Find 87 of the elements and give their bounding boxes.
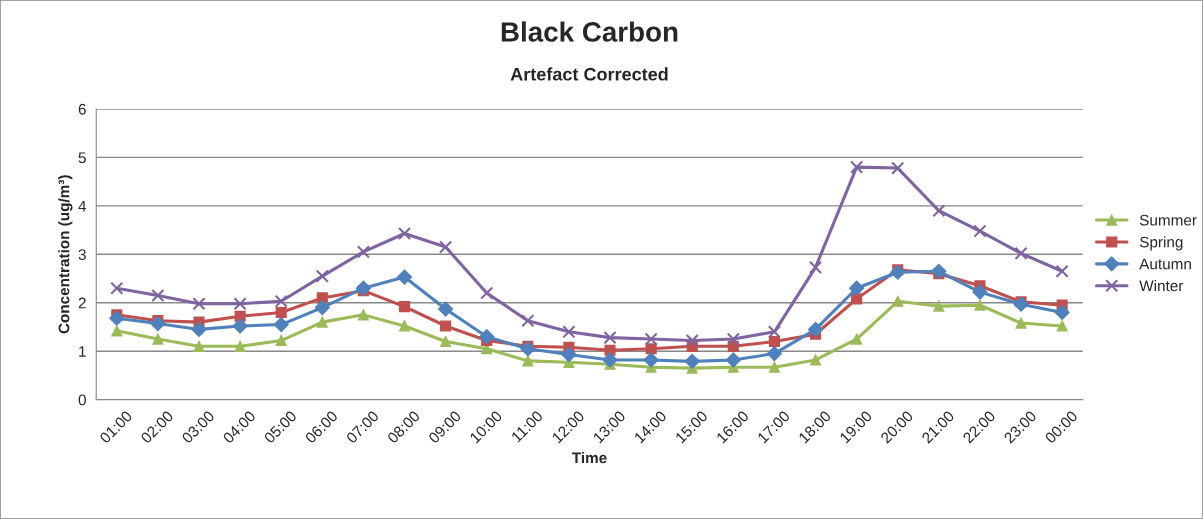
point bbox=[192, 297, 206, 311]
y-tick-label: 2 bbox=[78, 297, 86, 309]
point bbox=[273, 316, 289, 333]
point bbox=[521, 314, 535, 328]
point bbox=[807, 321, 824, 337]
y-tick-label: 4 bbox=[78, 200, 87, 212]
point bbox=[357, 309, 369, 321]
point bbox=[109, 310, 125, 326]
point bbox=[398, 301, 411, 313]
y-tick-label: 6 bbox=[78, 103, 86, 115]
point bbox=[356, 245, 370, 259]
point bbox=[440, 335, 452, 348]
point bbox=[602, 352, 618, 368]
legend-label: Spring bbox=[1139, 236, 1183, 251]
point bbox=[604, 344, 616, 356]
point bbox=[232, 318, 248, 334]
legend-label: Autumn bbox=[1139, 258, 1191, 270]
point bbox=[316, 292, 328, 304]
point bbox=[1055, 264, 1069, 278]
point bbox=[851, 333, 863, 345]
point bbox=[440, 320, 452, 332]
point bbox=[766, 346, 783, 362]
point bbox=[233, 297, 247, 311]
point bbox=[110, 281, 124, 295]
point bbox=[643, 352, 659, 368]
legend-label: Winter bbox=[1139, 280, 1184, 292]
point bbox=[316, 316, 328, 328]
point bbox=[849, 280, 865, 296]
y-axis-title: Concentration (ug/m³) bbox=[58, 175, 73, 334]
point bbox=[561, 347, 577, 363]
y-tick-label: 5 bbox=[78, 152, 86, 164]
point bbox=[275, 334, 287, 347]
point bbox=[890, 264, 906, 280]
point bbox=[644, 332, 658, 346]
point bbox=[439, 240, 453, 254]
point bbox=[850, 160, 864, 174]
point bbox=[932, 204, 946, 218]
point bbox=[1054, 304, 1070, 321]
point bbox=[479, 329, 495, 345]
point bbox=[931, 263, 947, 279]
point bbox=[972, 284, 988, 300]
point bbox=[726, 332, 740, 346]
point bbox=[438, 301, 454, 317]
point bbox=[603, 331, 617, 345]
y-tick-label: 3 bbox=[78, 249, 86, 260]
point bbox=[973, 224, 987, 238]
point bbox=[520, 341, 536, 357]
point bbox=[315, 269, 329, 283]
point bbox=[234, 340, 246, 352]
chart-subtitle: Artefact Corrected bbox=[510, 67, 668, 81]
point bbox=[891, 161, 905, 175]
point bbox=[152, 333, 164, 345]
point bbox=[151, 288, 165, 303]
point bbox=[768, 335, 780, 348]
point bbox=[808, 260, 823, 274]
point bbox=[892, 295, 904, 307]
point bbox=[396, 269, 413, 285]
point bbox=[111, 325, 123, 337]
point bbox=[684, 353, 700, 369]
point bbox=[314, 300, 330, 316]
point bbox=[355, 280, 371, 296]
chart-title: Black Carbon bbox=[501, 21, 678, 42]
point bbox=[725, 352, 741, 368]
point bbox=[1015, 317, 1027, 329]
point bbox=[397, 226, 412, 241]
point bbox=[1056, 320, 1068, 332]
point bbox=[480, 286, 494, 300]
point bbox=[1014, 246, 1028, 260]
y-tick-label: 1 bbox=[79, 346, 86, 357]
point bbox=[191, 321, 207, 337]
point bbox=[150, 316, 166, 332]
legend-label: Summer bbox=[1139, 214, 1197, 226]
point bbox=[274, 294, 288, 308]
point bbox=[522, 355, 534, 367]
point bbox=[974, 299, 986, 311]
point bbox=[193, 340, 205, 352]
point bbox=[1013, 296, 1029, 312]
point bbox=[685, 333, 699, 348]
point bbox=[562, 325, 576, 339]
y-tick-label: 0 bbox=[78, 394, 86, 406]
point bbox=[933, 300, 945, 312]
point bbox=[398, 320, 411, 332]
point bbox=[767, 325, 782, 339]
point bbox=[809, 354, 822, 366]
point bbox=[275, 306, 287, 318]
point bbox=[768, 361, 780, 373]
x-axis-title: Time bbox=[571, 452, 607, 464]
